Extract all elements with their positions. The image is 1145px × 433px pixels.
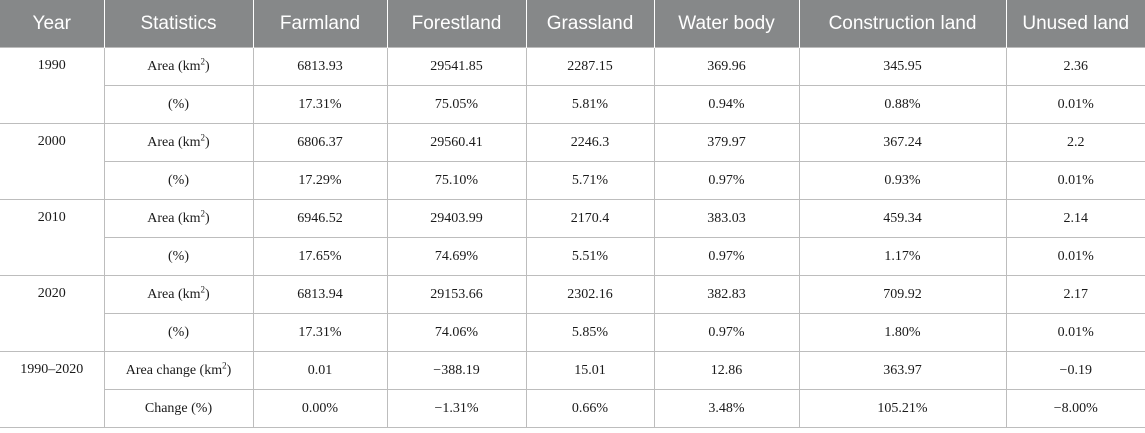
header-statistics: Statistics bbox=[103, 0, 253, 48]
value-cell: 15.01 bbox=[525, 351, 655, 390]
value-cell: 369.96 bbox=[653, 47, 800, 86]
header-grassland: Grassland bbox=[525, 0, 654, 48]
value-cell: 367.24 bbox=[798, 123, 1007, 162]
statistics-cell: Area (km2) bbox=[103, 199, 254, 238]
table-row: (%) 17.65% 74.69% 5.51% 0.97% 1.17% 0.01% bbox=[0, 237, 1145, 276]
value-cell: 0.01% bbox=[1005, 237, 1145, 276]
value-cell: 75.05% bbox=[386, 85, 527, 124]
year-cell: 2020 bbox=[0, 275, 105, 352]
value-cell: −1.31% bbox=[386, 389, 527, 428]
value-cell: 3.48% bbox=[653, 389, 800, 428]
header-forestland: Forestland bbox=[386, 0, 526, 48]
value-cell: 0.01 bbox=[252, 351, 388, 390]
value-cell: 17.31% bbox=[252, 85, 388, 124]
value-cell: 29541.85 bbox=[386, 47, 527, 86]
value-cell: 5.85% bbox=[525, 313, 655, 352]
value-cell: 0.88% bbox=[798, 85, 1007, 124]
statistics-cell: Area change (km2) bbox=[103, 351, 254, 390]
statistics-cell: Area (km2) bbox=[103, 123, 254, 162]
value-cell: 1.80% bbox=[798, 313, 1007, 352]
value-cell: 363.97 bbox=[798, 351, 1007, 390]
value-cell: 379.97 bbox=[653, 123, 800, 162]
value-cell: 17.65% bbox=[252, 237, 388, 276]
value-cell: 2.14 bbox=[1005, 199, 1145, 238]
table-header: Year Statistics Farmland Forestland Gras… bbox=[0, 0, 1145, 48]
year-cell: 2010 bbox=[0, 199, 105, 276]
value-cell: 105.21% bbox=[798, 389, 1007, 428]
value-cell: 29403.99 bbox=[386, 199, 527, 238]
header-construction-land: Construction land bbox=[798, 0, 1006, 48]
table-row: 1990 Area (km2) 6813.93 29541.85 2287.15 369.… bbox=[0, 47, 1145, 124]
value-cell: 29153.66 bbox=[386, 275, 527, 314]
value-cell: 1.17% bbox=[798, 237, 1007, 276]
value-cell: 17.29% bbox=[252, 161, 388, 200]
table-row: (%) 17.31% 75.05% 5.81% 0.94% 0.88% 0.01% bbox=[0, 85, 1145, 124]
table-body: 1990 Area (km2) 6813.93 29541.85 2287.15 369.… bbox=[0, 47, 1145, 428]
value-cell: 74.06% bbox=[386, 313, 527, 352]
value-cell: 29560.41 bbox=[386, 123, 527, 162]
statistics-cell: (%) bbox=[104, 85, 254, 124]
value-cell: 6806.37 bbox=[252, 123, 388, 162]
value-cell: 5.81% bbox=[525, 85, 655, 124]
value-cell: 5.71% bbox=[525, 161, 655, 200]
value-cell: 0.97% bbox=[653, 237, 800, 276]
value-cell: 383.03 bbox=[653, 199, 800, 238]
value-cell: 345.95 bbox=[798, 47, 1007, 86]
value-cell: 0.66% bbox=[525, 389, 655, 428]
statistics-cell: (%) bbox=[104, 161, 254, 200]
value-cell: 2.36 bbox=[1005, 47, 1145, 86]
value-cell: 2246.3 bbox=[525, 123, 655, 162]
value-cell: 6946.52 bbox=[252, 199, 388, 238]
value-cell: 0.01% bbox=[1005, 85, 1145, 124]
table-row: 2020 Area (km2) 6813.94 29153.66 2302.16 382.… bbox=[0, 275, 1145, 352]
header-year: Year bbox=[0, 0, 104, 48]
year-cell: 2000 bbox=[0, 123, 105, 200]
year-cell: 1990–2020 bbox=[0, 351, 105, 428]
value-cell: 17.31% bbox=[252, 313, 388, 352]
statistics-cell: Area (km2) bbox=[103, 275, 254, 314]
table-row: (%) 17.29% 75.10% 5.71% 0.97% 0.93% 0.01% bbox=[0, 161, 1145, 200]
header-farmland: Farmland bbox=[252, 0, 387, 48]
value-cell: 5.51% bbox=[525, 237, 655, 276]
value-cell: 0.97% bbox=[653, 161, 800, 200]
value-cell: 2170.4 bbox=[525, 199, 655, 238]
value-cell: 6813.94 bbox=[252, 275, 388, 314]
value-cell: 12.86 bbox=[653, 351, 800, 390]
value-cell: 0.93% bbox=[798, 161, 1007, 200]
value-cell: 0.01% bbox=[1005, 161, 1145, 200]
table-row: 1990–2020 Area change (km2) 0.01 −388.19 15.… bbox=[0, 351, 1145, 428]
statistics-cell: Change (%) bbox=[104, 389, 254, 428]
table-row: 2000 Area (km2) 6806.37 29560.41 2246.3 379.9… bbox=[0, 123, 1145, 200]
value-cell: 0.00% bbox=[252, 389, 388, 428]
header-water-body: Water body bbox=[653, 0, 799, 48]
value-cell: 74.69% bbox=[386, 237, 527, 276]
value-cell: 0.94% bbox=[653, 85, 800, 124]
value-cell: 2.17 bbox=[1005, 275, 1145, 314]
value-cell: 0.01% bbox=[1005, 313, 1145, 352]
value-cell: 0.97% bbox=[653, 313, 800, 352]
value-cell: 2.2 bbox=[1005, 123, 1145, 162]
table-row: (%) 17.31% 74.06% 5.85% 0.97% 1.80% 0.01% bbox=[0, 313, 1145, 352]
header-unused-land: Unused land bbox=[1005, 0, 1145, 48]
value-cell: 75.10% bbox=[386, 161, 527, 200]
value-cell: 2302.16 bbox=[525, 275, 655, 314]
year-cell: 1990 bbox=[0, 47, 105, 124]
statistics-cell: Area (km2) bbox=[103, 47, 254, 86]
header-row: Year Statistics Farmland Forestland Gras… bbox=[0, 0, 1145, 48]
table-row: 2010 Area (km2) 6946.52 29403.99 2170.4 383.0… bbox=[0, 199, 1145, 276]
statistics-cell: (%) bbox=[104, 237, 254, 276]
table-row: Change (%) 0.00% −1.31% 0.66% 3.48% 105.21% −8… bbox=[0, 389, 1145, 428]
value-cell: 6813.93 bbox=[252, 47, 388, 86]
value-cell: 459.34 bbox=[798, 199, 1007, 238]
value-cell: −8.00% bbox=[1005, 389, 1145, 428]
statistics-cell: (%) bbox=[104, 313, 254, 352]
value-cell: −0.19 bbox=[1005, 351, 1145, 390]
value-cell: 2287.15 bbox=[525, 47, 655, 86]
value-cell: 382.83 bbox=[653, 275, 800, 314]
value-cell: 709.92 bbox=[798, 275, 1007, 314]
value-cell: −388.19 bbox=[386, 351, 527, 390]
